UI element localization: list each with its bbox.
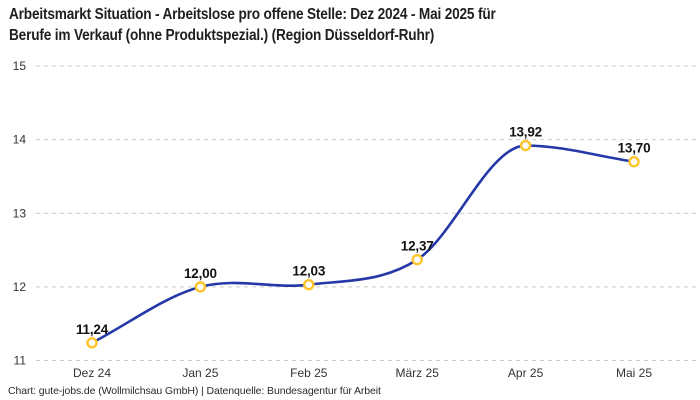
y-axis-tick-label: 15 bbox=[13, 59, 27, 73]
data-point-label: 12,00 bbox=[184, 266, 217, 281]
chart-title: Arbeitsmarkt Situation - Arbeitslose pro… bbox=[9, 4, 695, 46]
x-axis-label: Mai 25 bbox=[616, 366, 652, 380]
x-axis-label: Dez 24 bbox=[73, 366, 111, 380]
data-point-marker[interactable] bbox=[303, 278, 315, 291]
y-axis-tick-label: 13 bbox=[13, 206, 27, 220]
data-point-label: 11,24 bbox=[76, 322, 109, 337]
data-point-label: 12,03 bbox=[292, 264, 325, 279]
line-series bbox=[90, 144, 636, 345]
y-axis-tick-label: 12 bbox=[13, 280, 27, 294]
x-axis-label: Jan 25 bbox=[182, 366, 218, 380]
chart-title-line2: Berufe im Verkauf (ohne Produktspezial.)… bbox=[9, 27, 435, 44]
data-point-marker[interactable] bbox=[194, 281, 207, 293]
data-point-marker[interactable] bbox=[86, 337, 98, 349]
x-axis-label: März 25 bbox=[396, 366, 440, 380]
x-axis-label: Feb 25 bbox=[290, 366, 328, 380]
data-point-marker[interactable] bbox=[519, 139, 532, 152]
y-axis-tick-label: 14 bbox=[13, 133, 27, 147]
data-point-label: 13,70 bbox=[618, 141, 651, 156]
chart-credit: Chart: gute-jobs.de (Wollmilchsau GmbH) … bbox=[8, 385, 381, 397]
x-axis-label: Apr 25 bbox=[508, 366, 544, 380]
data-point-label: 12,37 bbox=[401, 239, 434, 254]
chart-title-line1: Arbeitsmarkt Situation - Arbeitslose pro… bbox=[9, 6, 496, 23]
data-point-marker[interactable] bbox=[411, 253, 423, 266]
data-point-label: 13,92 bbox=[509, 125, 542, 140]
y-axis-tick-label: 11 bbox=[14, 354, 27, 368]
data-point-marker[interactable] bbox=[628, 156, 640, 168]
